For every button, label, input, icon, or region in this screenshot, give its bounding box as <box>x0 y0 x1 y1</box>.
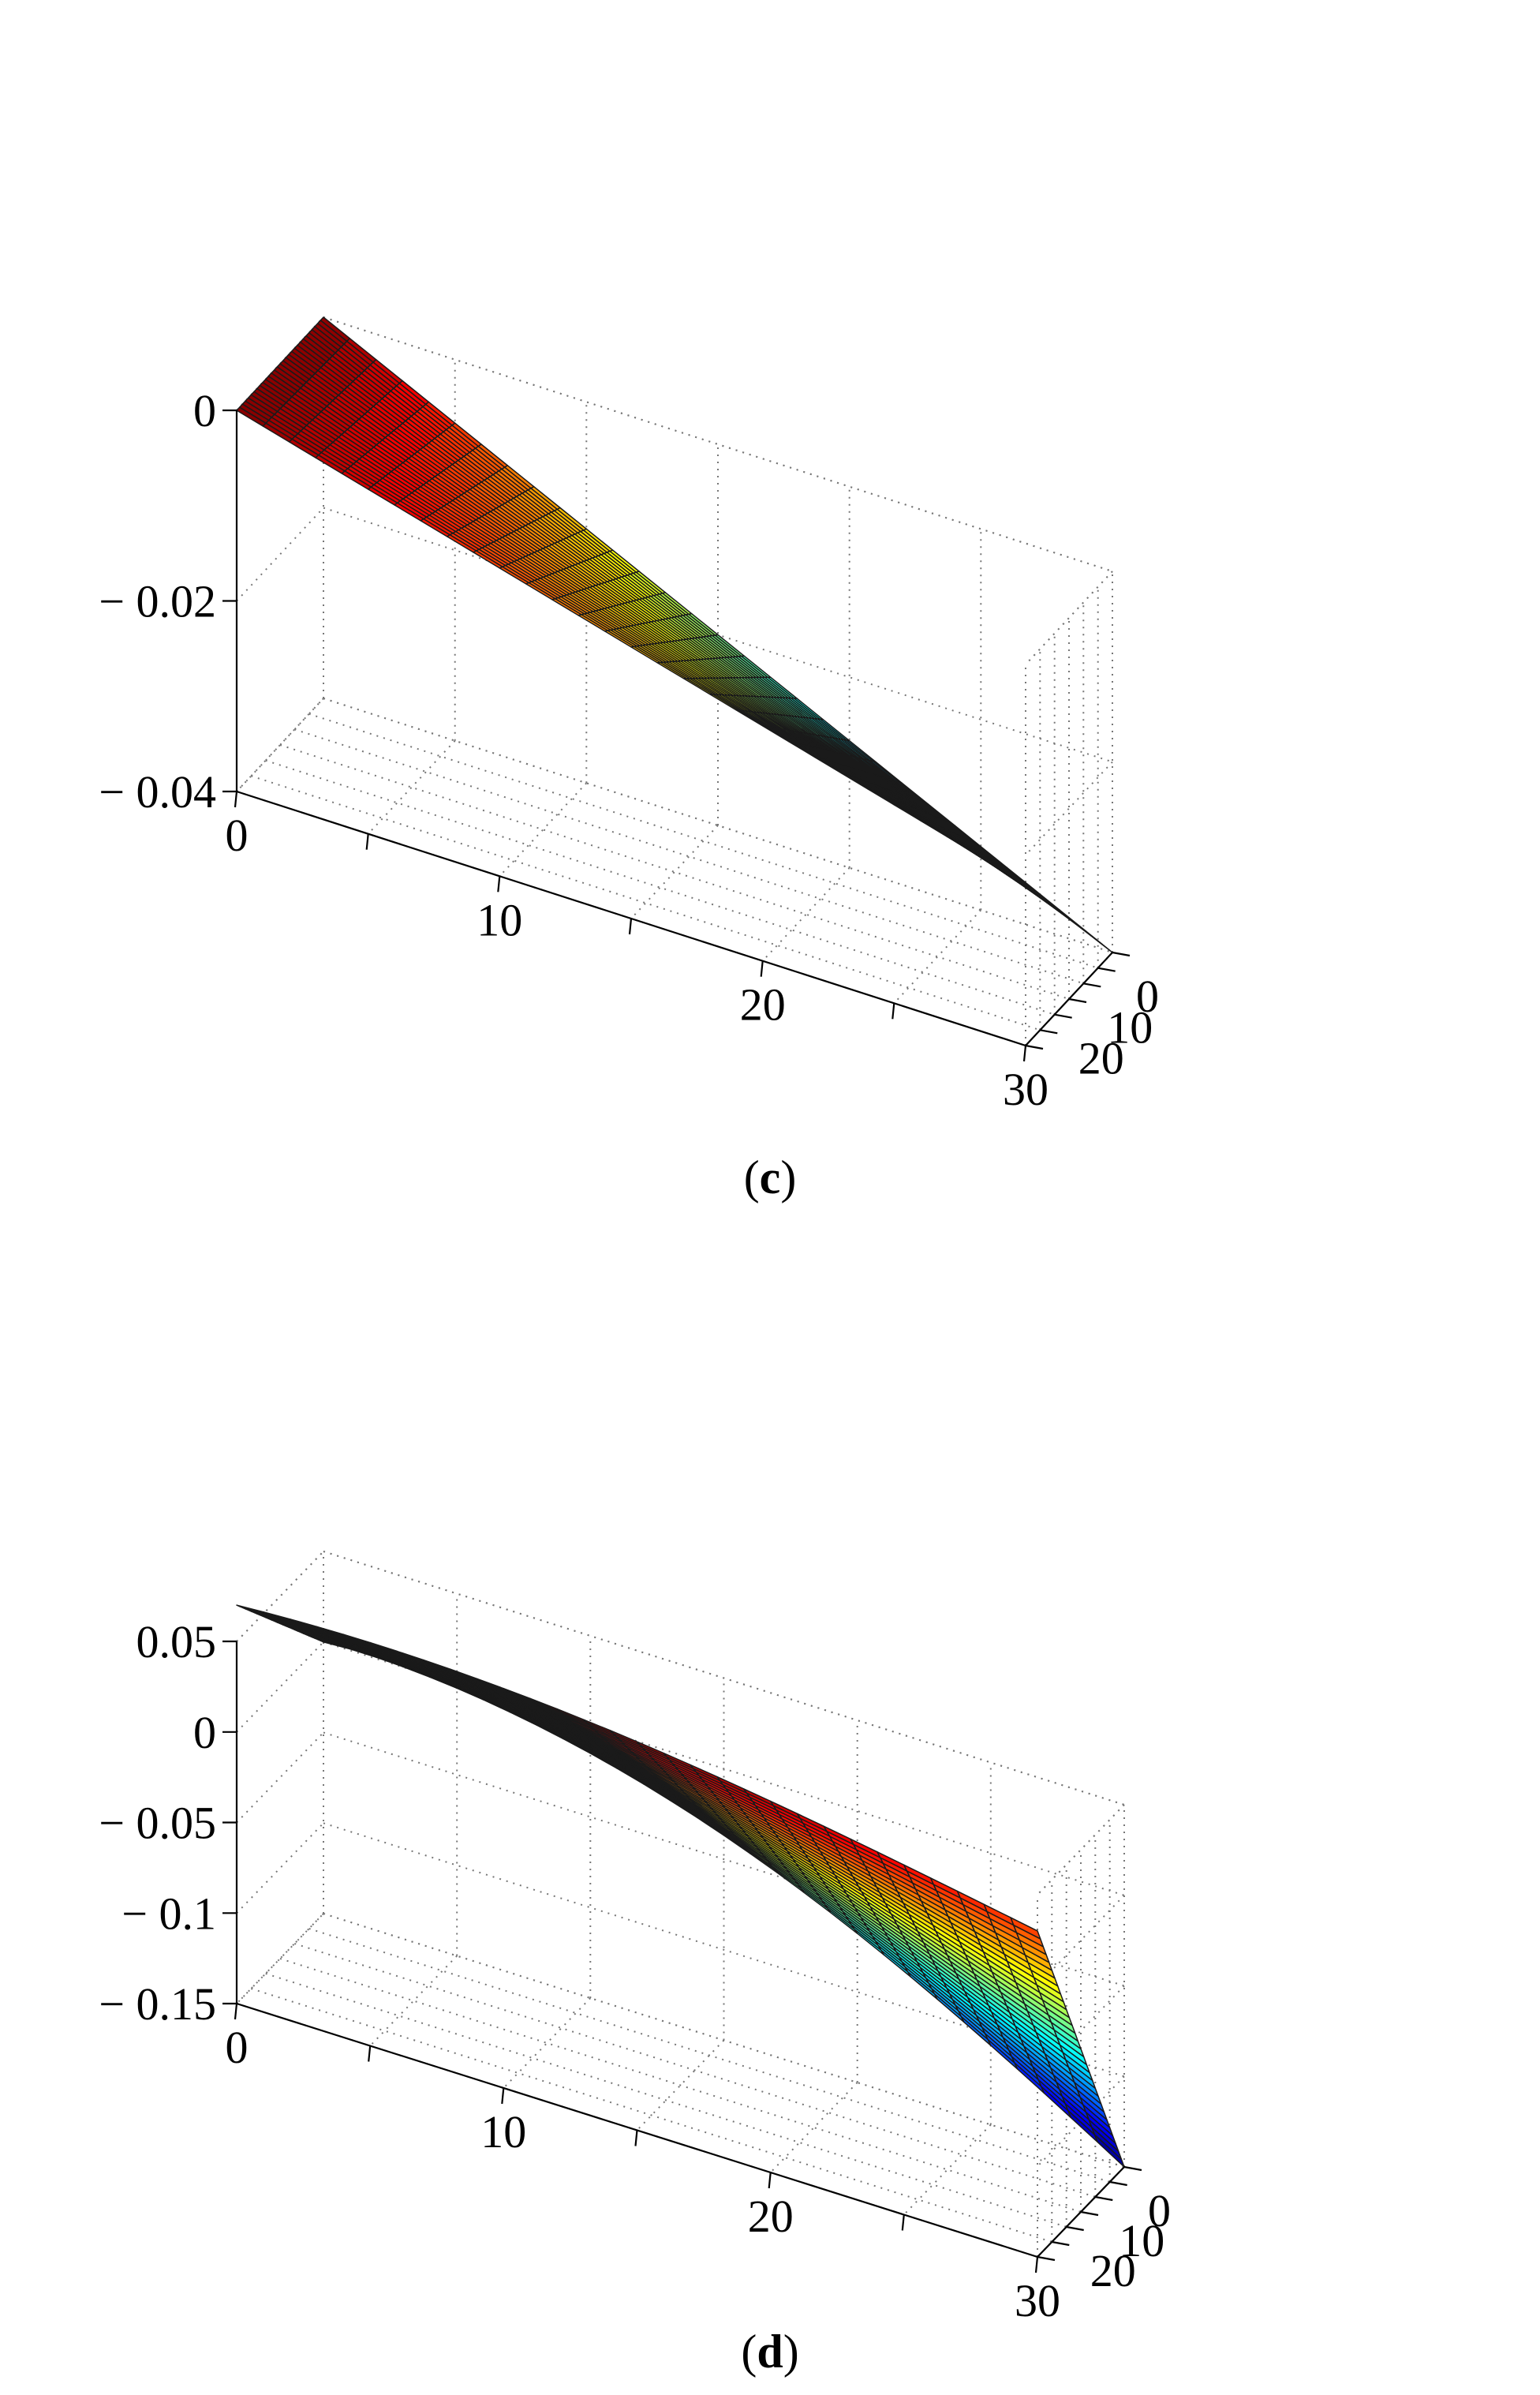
x-tick-mark <box>1022 1045 1027 1062</box>
x-tick-label: 10 <box>477 894 522 945</box>
x-tick-mark <box>628 918 633 935</box>
grid-line <box>367 740 456 835</box>
z-tick-label: − 0.15 <box>99 1978 216 2030</box>
grid-line <box>250 1988 1052 2243</box>
y-tick-mark <box>1095 2195 1113 2202</box>
grid-line <box>503 1997 592 2089</box>
y-tick-mark <box>1068 997 1087 1004</box>
x-tick-mark <box>1034 2256 1039 2273</box>
y-tick-label: 10 <box>1119 2215 1164 2266</box>
x-tick-mark <box>501 2087 505 2105</box>
x-tick-mark <box>234 2003 238 2020</box>
grid-line <box>369 1955 458 2047</box>
y-tick-mark <box>1112 951 1131 957</box>
x-tick-label: 20 <box>748 2191 794 2242</box>
grid-line <box>293 728 1084 985</box>
panel-label-d: (d) <box>741 2326 798 2378</box>
z-tick-label: − 0.05 <box>99 1798 216 1849</box>
x-tick-mark <box>634 2130 638 2146</box>
grid-line <box>499 782 588 877</box>
grid-line <box>236 1822 324 1914</box>
x-tick-label: 10 <box>480 2106 526 2157</box>
grid-line <box>236 1731 324 1824</box>
x-tick-mark <box>891 1003 895 1020</box>
z-tick-label: − 0.02 <box>99 576 216 627</box>
grid-line <box>769 2082 858 2173</box>
grid-line <box>761 867 850 962</box>
x-tick-label: 30 <box>1015 2275 1060 2326</box>
z-tick-label: 0.05 <box>136 1616 217 1667</box>
x-tick-mark <box>768 2172 772 2189</box>
grid-line <box>293 1943 1096 2198</box>
x-tick-label: 0 <box>226 2022 249 2073</box>
x-tick-label: 20 <box>740 979 786 1031</box>
x-tick-label: 0 <box>226 810 249 861</box>
grid-line <box>265 759 1056 1016</box>
grid-line <box>236 507 324 602</box>
grid-line <box>630 825 719 919</box>
z-tick-label: 0 <box>193 385 216 436</box>
grid-line <box>1037 1804 1125 1895</box>
grid-line <box>1037 1804 1125 1895</box>
surface-patch <box>998 866 1030 887</box>
y-tick-label: 0 <box>1136 971 1159 1022</box>
grid-line <box>1025 761 1113 856</box>
y-tick-mark <box>1109 2180 1127 2187</box>
x-tick-mark <box>368 2045 372 2062</box>
y-tick-mark <box>1066 2225 1084 2232</box>
grid-line <box>903 2124 992 2216</box>
y-tick-mark <box>1037 2255 1056 2262</box>
y-tick-mark <box>1054 1013 1072 1019</box>
surface-mesh <box>236 1604 1125 2168</box>
y-tick-mark <box>1025 1044 1044 1050</box>
grid-line <box>279 1958 1082 2213</box>
y-tick-label: 20 <box>1090 2245 1136 2296</box>
surface-mesh <box>236 316 1113 953</box>
y-tick-label: 0 <box>1148 2185 1171 2236</box>
grid-line <box>308 713 1099 969</box>
y-tick-mark <box>1083 982 1101 988</box>
y-tick-mark <box>1123 2165 1142 2172</box>
x-tick-mark <box>234 791 238 808</box>
surface-patch <box>1010 1917 1041 1940</box>
grid-line <box>308 1928 1111 2183</box>
z-tick-label: 0 <box>193 1707 216 1758</box>
grid-line <box>893 909 982 1004</box>
grid-line <box>236 1641 324 1733</box>
x-tick-mark <box>901 2214 905 2231</box>
y-tick-label: 10 <box>1107 1001 1153 1053</box>
grid-line <box>323 1731 1125 1987</box>
x-tick-mark <box>365 833 369 850</box>
grid-line <box>323 1822 1125 2078</box>
panel-label-c: (c) <box>744 1151 797 1203</box>
y-tick-mark <box>1040 1029 1058 1035</box>
grid-line <box>265 1973 1067 2228</box>
z-tick-label: − 0.04 <box>99 766 216 818</box>
grid-line <box>279 744 1070 1000</box>
grid-line <box>323 1641 1125 1896</box>
z-tick-label: − 0.1 <box>121 1888 216 1939</box>
y-tick-mark <box>1097 967 1116 972</box>
grid-line <box>323 1551 1125 1806</box>
grid-line <box>323 1913 1125 2168</box>
y-tick-mark <box>1080 2210 1099 2217</box>
x-tick-label: 30 <box>1003 1064 1048 1115</box>
y-tick-mark <box>1052 2240 1070 2247</box>
x-tick-mark <box>760 960 764 977</box>
x-tick-mark <box>497 876 501 893</box>
y-tick-label: 20 <box>1078 1033 1124 1084</box>
